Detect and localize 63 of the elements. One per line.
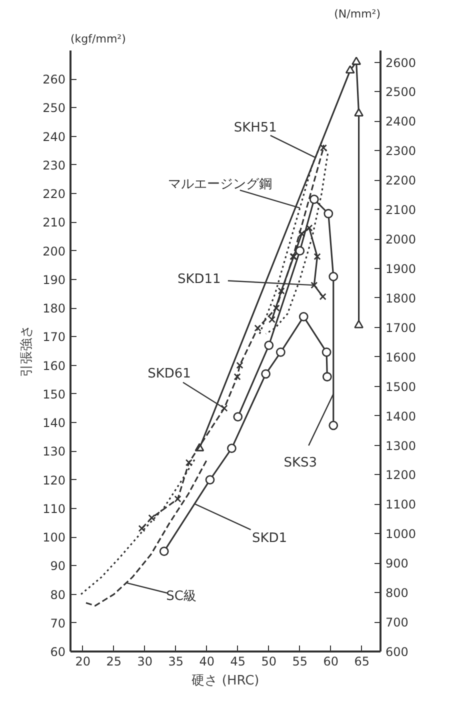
y2-tick-label: 2200 (386, 174, 416, 188)
x-tick-label: 50 (261, 654, 277, 668)
annotation: SKS3 (284, 455, 318, 470)
text: (kgf/mm²) (70, 32, 126, 46)
y2-tick-label: 1600 (386, 350, 416, 364)
y-tick-label: 150 (42, 387, 66, 402)
annotation: SC級 (166, 589, 196, 604)
y2-tick-label: 1100 (386, 498, 416, 512)
y2-tick-label: 1900 (386, 262, 416, 276)
x-axis-title: 硬さ (HRC) (192, 674, 260, 688)
y-tick-label: 240 (42, 130, 66, 144)
y-tick-label: 160 (42, 358, 66, 373)
y2-tick-label: 2100 (386, 203, 416, 218)
x-tick-label: 65 (354, 654, 370, 668)
y-tick-label: 170 (42, 330, 66, 344)
y2-tick-label: 1200 (386, 468, 416, 482)
y2-tick-label: 800 (386, 586, 408, 600)
y-tick-label: 70 (50, 616, 66, 630)
x-tick-label: 55 (292, 654, 308, 668)
y-tick-label: 200 (42, 244, 66, 258)
y-tick-label: 220 (42, 187, 66, 202)
y2-tick-label: 2500 (386, 85, 416, 100)
text: (N/mm²) (334, 8, 380, 20)
y2-tick-label: 1000 (386, 527, 416, 542)
x-tick-label: 60 (323, 654, 339, 668)
y-tick-label: 100 (42, 530, 66, 545)
y-tick-label: 230 (42, 158, 66, 172)
y-tick-label: 140 (42, 416, 66, 430)
annotation: マルエージング鋼 (168, 176, 272, 192)
y-tick-label: 180 (42, 302, 66, 316)
annotation: SKD61 (148, 366, 191, 382)
x-tick-label: 40 (199, 654, 215, 668)
x-tick-label: 35 (168, 654, 184, 668)
y2-tick-label: 1300 (386, 438, 416, 453)
y2-tick-label: 1700 (386, 320, 416, 335)
annotation: SKD11 (177, 272, 221, 287)
y-tick-label: 120 (42, 473, 66, 488)
x-tick-label: 25 (106, 654, 122, 668)
y-axis-title: 引張強さ (20, 325, 35, 377)
y2-tick-label: 2300 (386, 144, 416, 158)
annotation: SKH51 (234, 120, 277, 136)
y2-tick-label: 1400 (386, 409, 416, 424)
x-tick-label: 20 (75, 654, 91, 668)
y-tick-label: 190 (42, 272, 66, 287)
y-tick-label: 80 (50, 588, 66, 602)
y2-tick-label: 2000 (386, 232, 416, 247)
y-tick-label: 130 (42, 444, 66, 459)
x-tick-label: 30 (137, 654, 153, 668)
y2-tick-label: 1800 (386, 291, 416, 306)
y2-tick-label: 900 (386, 556, 408, 571)
y-tick-label: 210 (42, 216, 66, 230)
y2-tick-label: 700 (386, 616, 408, 630)
annotation: SKD1 (252, 530, 288, 546)
y2-tick-label: 2400 (386, 114, 416, 129)
y2-tick-label: 600 (386, 645, 408, 659)
y-tick-label: 110 (42, 502, 66, 516)
y2-tick-label: 2600 (386, 56, 416, 70)
y-tick-label: 90 (50, 559, 66, 574)
y-tick-label: 260 (42, 72, 66, 87)
y-tick-label: 250 (42, 101, 66, 116)
y-tick-label: 60 (50, 645, 66, 659)
x-tick-label: 45 (230, 654, 246, 668)
y2-tick-label: 1500 (386, 380, 416, 394)
